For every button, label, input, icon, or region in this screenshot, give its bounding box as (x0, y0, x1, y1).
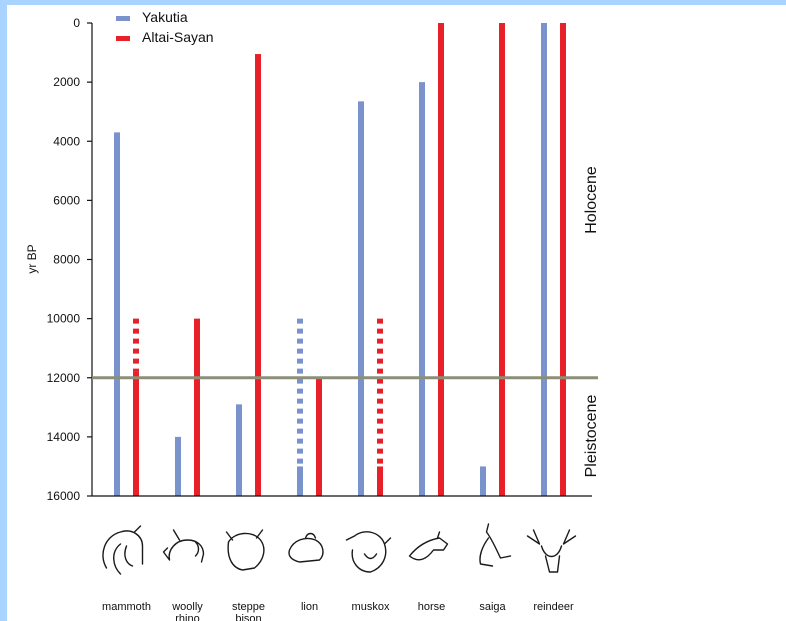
bar-yakutia-lion (297, 466, 303, 496)
bar-altai-sayan-mammoth (133, 371, 139, 496)
legend-swatch-altai-sayan (116, 36, 130, 41)
woolly-rhino-icon (162, 529, 205, 563)
bar-yakutia-saiga (480, 466, 486, 496)
y-tick-label: 8000 (53, 253, 80, 267)
y-tick-label: 2000 (53, 75, 80, 89)
bar-yakutia-woolly-rhino (175, 436, 181, 496)
legend-swatch-yakutia (116, 16, 130, 21)
category-label-muskox: muskox (352, 601, 390, 613)
y-tick-label: 12000 (47, 371, 81, 385)
legend-label-altai-sayan: Altai-Sayan (142, 29, 214, 45)
saiga-icon (479, 523, 512, 567)
horse-icon (408, 531, 449, 561)
category-label-horse: horse (418, 601, 446, 613)
bar-altai-sayan-horse (438, 23, 444, 496)
bar-altai-sayan-woolly-rhino (194, 318, 200, 496)
bar-altai-sayan-muskox (377, 466, 383, 496)
legend-label-yakutia: Yakutia (142, 9, 188, 25)
bar-altai-sayan-steppe-bison (255, 54, 261, 497)
category-label-steppe-bison: steppe bison (232, 601, 265, 621)
y-axis-label: yr BP (25, 244, 39, 273)
category-label-woolly-rhino: woolly rhino (171, 601, 203, 621)
y-tick-label: 16000 (47, 489, 81, 503)
bar-yakutia-horse (419, 82, 425, 496)
lion-icon (288, 532, 324, 563)
bar-altai-sayan-lion (316, 377, 322, 496)
y-tick-label: 4000 (53, 134, 80, 148)
pleistocene-label: Pleistocene (583, 395, 600, 478)
bar-altai-sayan-saiga (499, 23, 505, 496)
reindeer-icon (526, 529, 577, 573)
muskox-icon (345, 531, 392, 573)
bar-yakutia-muskox (358, 101, 364, 496)
holocene-label: Holocene (583, 166, 600, 234)
y-tick-label: 0 (73, 16, 80, 30)
bar-yakutia-reindeer (541, 23, 547, 496)
steppe-bison-icon (225, 529, 265, 571)
y-tick-label: 6000 (53, 193, 80, 207)
category-label-mammoth: mammoth (102, 601, 151, 613)
bar-yakutia-mammoth (114, 132, 120, 496)
bar-yakutia-steppe-bison (236, 404, 242, 496)
y-tick-label: 10000 (47, 312, 81, 326)
bar-altai-sayan-reindeer (560, 23, 566, 496)
mammoth-icon (102, 525, 144, 575)
category-label-lion: lion (301, 601, 318, 613)
category-label-reindeer: reindeer (533, 601, 574, 613)
y-tick-label: 14000 (47, 430, 81, 444)
category-label-saiga: saiga (479, 601, 506, 613)
